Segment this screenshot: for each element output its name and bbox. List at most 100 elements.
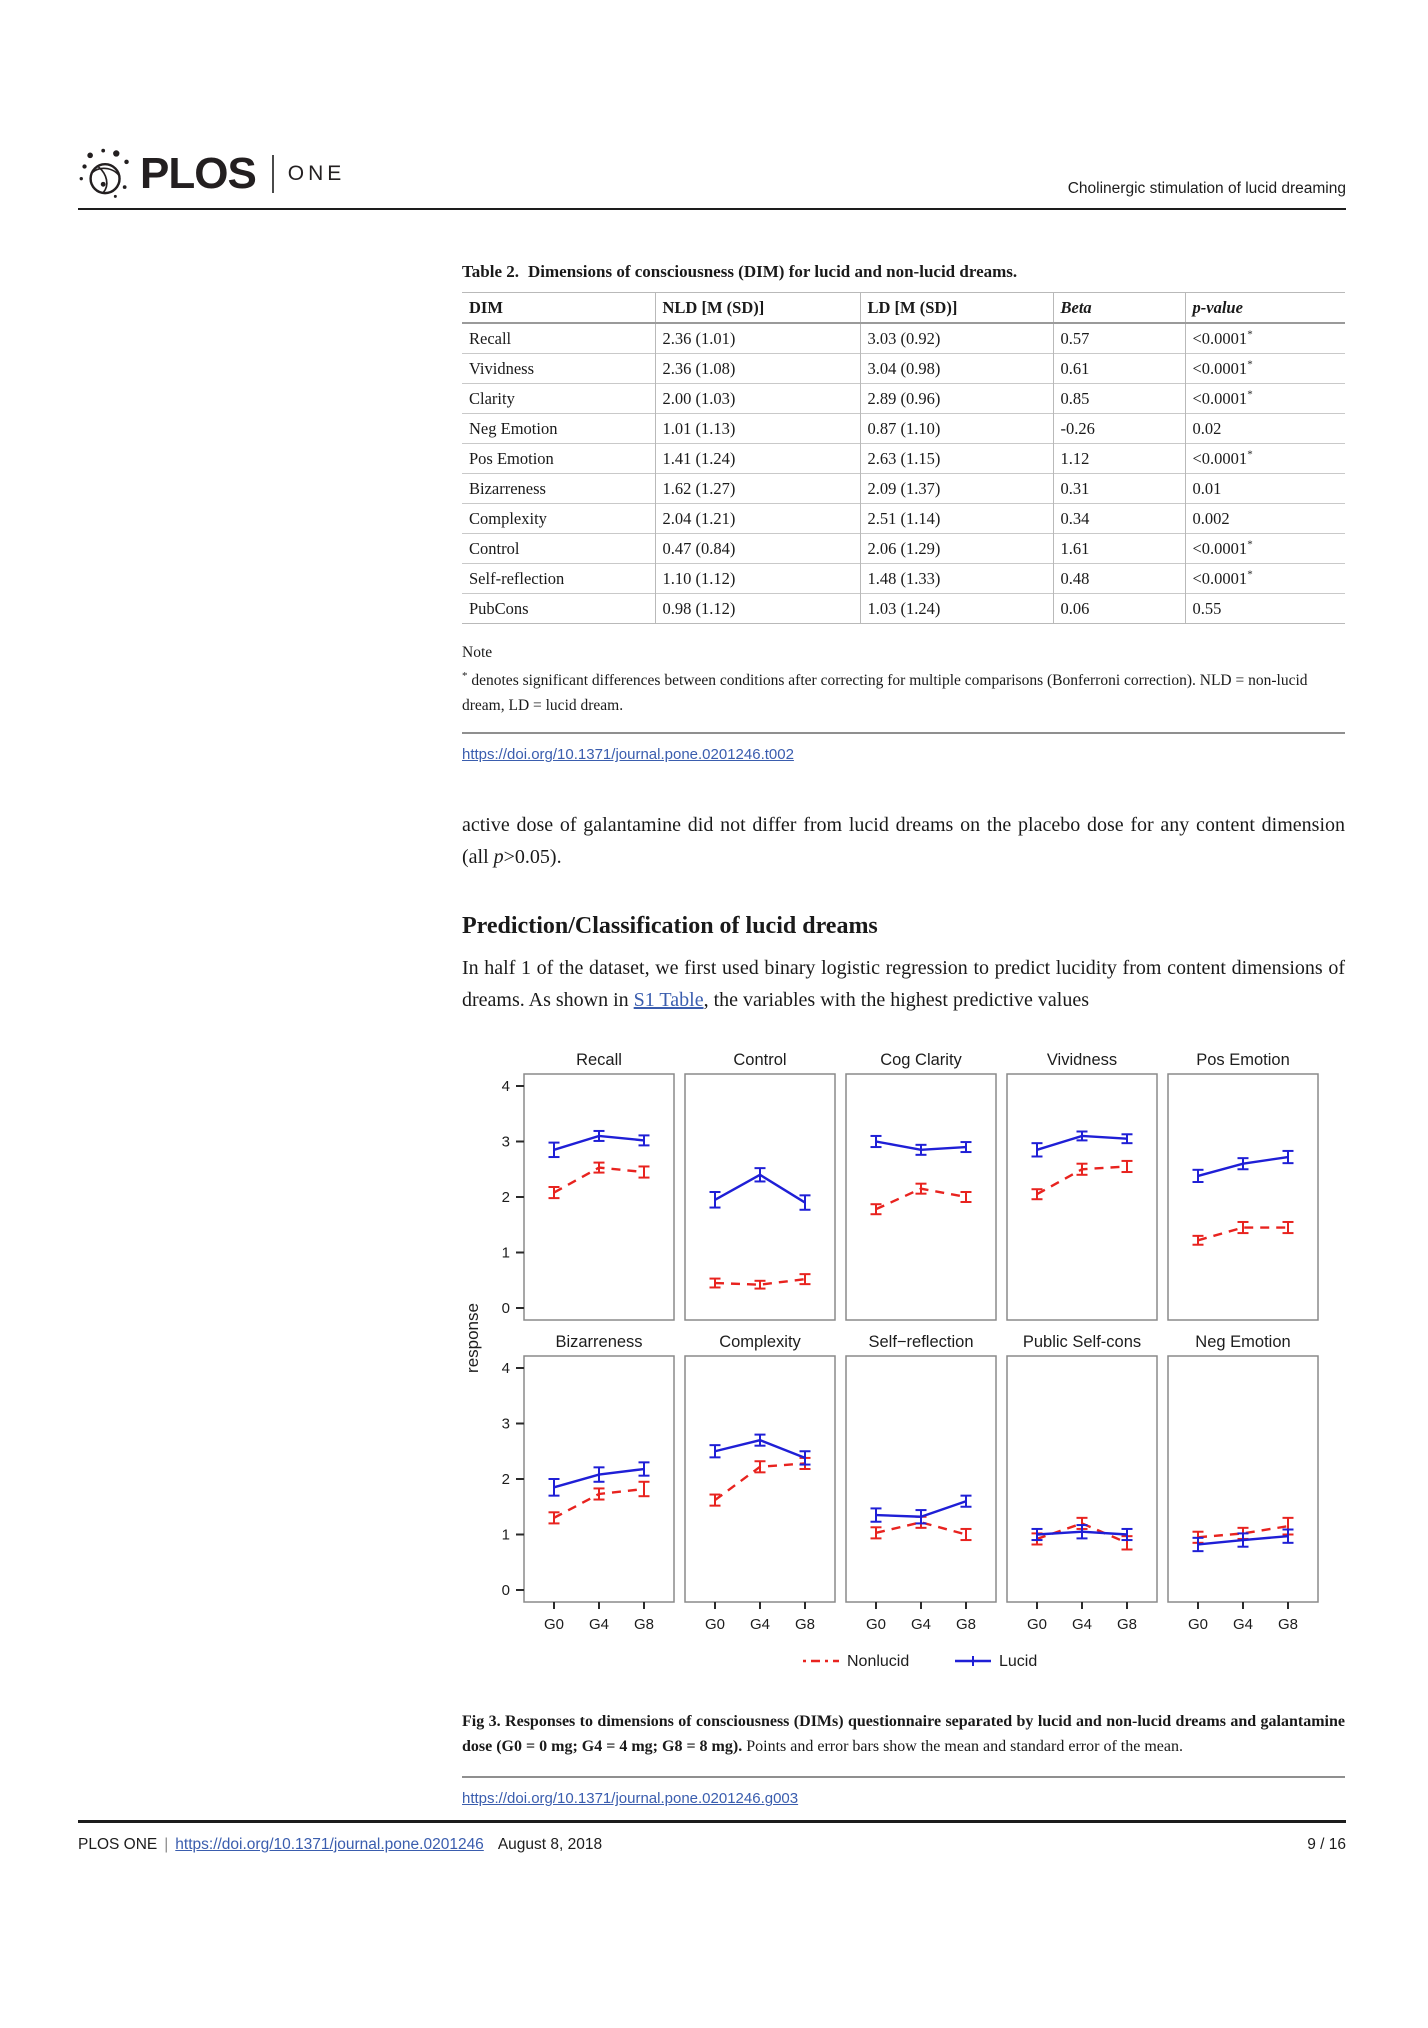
logo-divider bbox=[271, 155, 274, 193]
y-tick-label: 3 bbox=[502, 1134, 510, 1151]
x-tick-label: G0 bbox=[866, 1616, 886, 1633]
x-tick-label: G4 bbox=[1233, 1616, 1253, 1633]
table-cell: 1.61 bbox=[1052, 533, 1185, 564]
s1-table-link[interactable]: S1 Table bbox=[633, 989, 704, 1012]
legend-lucid-label: Lucid bbox=[999, 1653, 1037, 1670]
lucid-line bbox=[714, 1439, 806, 1460]
panel-title: Pos Emotion bbox=[1196, 1051, 1290, 1069]
table-cell: 2.06 (1.29) bbox=[859, 533, 1053, 564]
table-number-label: Table 2. bbox=[462, 262, 520, 281]
table-cell: 1.12 bbox=[1052, 443, 1185, 474]
table-cell: 0.34 bbox=[1052, 503, 1185, 534]
fig3-caption-bold: Fig 3. Responses to dimensions of consci… bbox=[462, 1713, 1345, 1756]
table-cell: Recall bbox=[462, 322, 655, 354]
col-header-dim: DIM bbox=[469, 297, 503, 317]
table-cell: 0.61 bbox=[1052, 353, 1185, 384]
fig3-caption: Fig 3. Responses to dimensions of consci… bbox=[462, 1710, 1345, 1760]
dim-table: DIM NLD [M (SD)] LD [M (SD)] Beta p-valu… bbox=[462, 292, 1345, 624]
table-cell: <0.0001* bbox=[1184, 353, 1345, 384]
col-header-ld: LD [M (SD)] bbox=[859, 292, 1053, 323]
table-cell: 2.89 (0.96) bbox=[859, 383, 1053, 414]
footer-journal: PLOS ONE bbox=[78, 1836, 158, 1853]
body-paragraph-2: In half 1 of the dataset, we first used … bbox=[462, 957, 1345, 1012]
panel-title: Cog Clarity bbox=[880, 1051, 962, 1069]
table-cell: 0.002 bbox=[1184, 503, 1345, 534]
table-cell: Control bbox=[462, 533, 655, 564]
table-doi-link[interactable]: https://doi.org/10.1371/journal.pone.020… bbox=[462, 746, 794, 764]
table-note-label: Note bbox=[462, 644, 493, 661]
figure-doi-line: https://doi.org/10.1371/journal.pone.020… bbox=[462, 1790, 1345, 1807]
italic-p: p bbox=[493, 846, 504, 869]
footer-doi-link[interactable]: https://doi.org/10.1371/journal.pone.020… bbox=[175, 1836, 484, 1853]
table-cell: <0.0001* bbox=[1184, 563, 1345, 594]
y-tick-label: 0 bbox=[502, 1582, 510, 1599]
table-cell: 0.87 (1.10) bbox=[859, 413, 1053, 444]
x-tick-label: G0 bbox=[705, 1616, 725, 1633]
table-cell: 0.48 bbox=[1052, 563, 1185, 594]
table-cell: 1.62 (1.27) bbox=[654, 473, 860, 504]
table-title-text: Dimensions of consciousness (DIM) for lu… bbox=[528, 262, 1018, 281]
x-tick-label: G8 bbox=[1278, 1616, 1298, 1633]
panel-title: Neg Emotion bbox=[1195, 1333, 1290, 1351]
y-tick-label: 2 bbox=[502, 1471, 510, 1488]
panel-border bbox=[845, 1355, 997, 1603]
y-axis-label: response bbox=[463, 1303, 482, 1373]
table-cell: 0.57 bbox=[1052, 322, 1185, 354]
y-tick-label: 4 bbox=[502, 1360, 510, 1377]
table-cell: <0.0001* bbox=[1184, 443, 1345, 474]
lucid-line bbox=[875, 1140, 967, 1152]
figure-doi-link[interactable]: https://doi.org/10.1371/journal.pone.020… bbox=[462, 1790, 799, 1808]
panel-border bbox=[684, 1073, 836, 1321]
plos-wordmark: PLOS bbox=[140, 149, 257, 198]
footer-separator: | bbox=[164, 1836, 169, 1853]
table-header-row: DIM NLD [M (SD)] LD [M (SD)] Beta p-valu… bbox=[462, 292, 1345, 323]
table-cell: 0.01 bbox=[1184, 473, 1345, 504]
x-tick-label: G8 bbox=[1117, 1616, 1137, 1633]
table-row: Bizarreness 1.62 (1.27) 2.09 (1.37) 0.31 0.0… bbox=[462, 473, 1345, 504]
col-header-beta: Beta bbox=[1052, 292, 1185, 323]
table-cell: 2.00 (1.03) bbox=[654, 383, 860, 414]
footer-page-number: 9 / 16 bbox=[1307, 1836, 1346, 1853]
table-cell: 0.47 (0.84) bbox=[654, 533, 860, 564]
table-row: Clarity 2.00 (1.03) 2.89 (0.96) 0.85 <0.0001… bbox=[462, 383, 1345, 414]
y-tick-label: 1 bbox=[502, 1245, 510, 1262]
table-cell: 1.01 (1.13) bbox=[654, 413, 860, 444]
nonlucid-line bbox=[714, 1462, 806, 1502]
main-column: Table 2. Dimensions of consciousness (DIM… bbox=[462, 0, 1345, 1822]
page-header: PLOS ONE Cholinergic stimulation of luci… bbox=[78, 138, 1346, 210]
table-cell: 0.85 bbox=[1052, 383, 1185, 414]
table-cell: <0.0001* bbox=[1184, 322, 1345, 354]
table-cell: Self-reflection bbox=[462, 563, 655, 594]
lucid-line bbox=[1197, 1535, 1289, 1546]
table-title: Table 2. Dimensions of consciousness (DIM… bbox=[462, 262, 1345, 282]
x-tick-label: G0 bbox=[544, 1616, 564, 1633]
table-note-text: * denotes significant differences betwee… bbox=[462, 669, 1308, 715]
running-title: Cholinergic stimulation of lucid dreamin… bbox=[1067, 180, 1346, 197]
panel-border bbox=[684, 1355, 836, 1603]
x-tick-label: G4 bbox=[589, 1616, 609, 1633]
table-cell: 2.36 (1.01) bbox=[654, 322, 860, 354]
plos-globe-icon bbox=[79, 148, 129, 198]
table-cell: 1.10 (1.12) bbox=[654, 563, 860, 594]
table-cell: 3.04 (0.98) bbox=[859, 353, 1053, 384]
lucid-line bbox=[875, 1500, 967, 1519]
table-cell: 2.51 (1.14) bbox=[859, 503, 1053, 534]
lucid-line bbox=[553, 1134, 645, 1152]
body-paragraph-1: active dose of galantamine did not diffe… bbox=[462, 814, 1345, 869]
table-row: Neg Emotion 1.01 (1.13) 0.87 (1.10) -0.26 0.… bbox=[462, 413, 1345, 444]
table-cell: 2.09 (1.37) bbox=[859, 473, 1053, 504]
x-tick-label: G4 bbox=[911, 1616, 931, 1633]
nonlucid-line bbox=[1036, 1522, 1128, 1545]
panel-title: Self−reflection bbox=[868, 1333, 973, 1351]
table-cell: 2.36 (1.08) bbox=[654, 353, 860, 384]
x-tick-label: G8 bbox=[634, 1616, 654, 1633]
table-row: Control 0.47 (0.84) 2.06 (1.29) 1.61 <0.0001… bbox=[462, 533, 1345, 564]
x-tick-label: G4 bbox=[1072, 1616, 1092, 1633]
table-cell: 0.06 bbox=[1052, 593, 1185, 624]
table-cell: Bizarreness bbox=[462, 473, 655, 504]
note-asterisk: * bbox=[462, 669, 468, 682]
page-footer: PLOS ONE | https://doi.org/10.1371/journal… bbox=[78, 1820, 1346, 1854]
nonlucid-line bbox=[1036, 1165, 1128, 1196]
table-cell: 3.03 (0.92) bbox=[859, 322, 1053, 354]
